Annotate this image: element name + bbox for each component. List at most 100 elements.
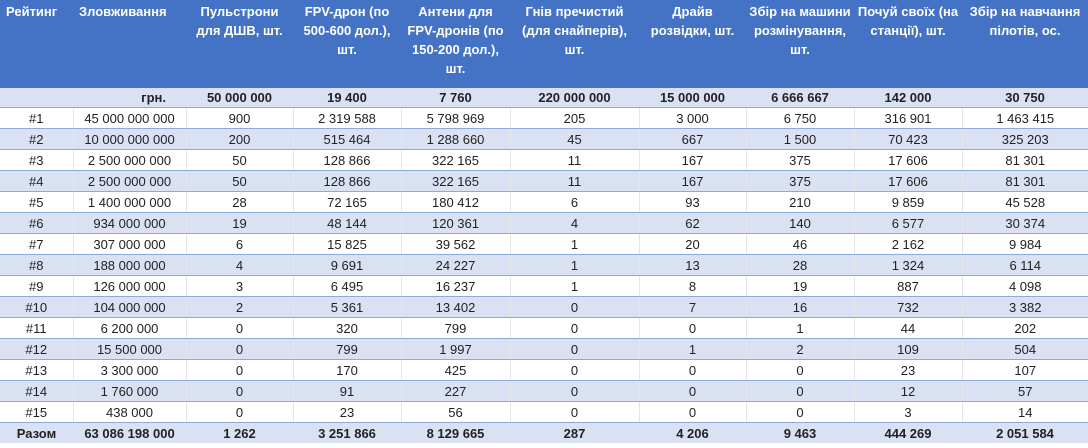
value-cell: 188 000 000 (72, 254, 186, 276)
value-cell: 1 (509, 233, 639, 255)
value-cell: 15 825 (292, 233, 401, 255)
table-row: #3 2 500 000 000 50 128 866 322 165 11 167 375 1… (0, 149, 1088, 171)
value-cell: 126 000 000 (72, 275, 186, 297)
value-cell: 425 (400, 359, 510, 381)
rank-cell: #2 (0, 128, 73, 150)
value-cell: 0 (185, 380, 293, 402)
value-cell: 1 463 415 (961, 107, 1088, 129)
value-cell: 2 319 588 (292, 107, 401, 129)
value-cell: 6 (185, 233, 293, 255)
rank-cell: #7 (0, 233, 73, 255)
value-cell: 12 (853, 380, 962, 402)
value-cell: 0 (638, 317, 746, 339)
column-header: Пульстрони для ДШВ, шт. (186, 0, 293, 88)
value-cell: 3 251 866 (293, 422, 401, 443)
value-cell: 48 144 (292, 212, 401, 234)
rank-cell: #9 (0, 275, 73, 297)
header-row: Рейтинг Зловживання Пульстрони для ДШВ, шт… (0, 0, 1088, 88)
table-row: #13 3 300 000 0 170 425 0 0 0 23 107 (0, 359, 1088, 381)
value-cell: 15 000 000 (639, 88, 746, 108)
value-cell: 107 (961, 359, 1088, 381)
rank-cell: #13 (0, 359, 73, 381)
value-cell: 438 000 (72, 401, 186, 423)
rank-cell: #11 (0, 317, 73, 339)
value-cell: 91 (292, 380, 401, 402)
rank-cell: #5 (0, 191, 73, 213)
table-row: #1 45 000 000 000 900 2 319 588 5 798 969 205… (0, 107, 1088, 129)
value-cell: 142 000 (854, 88, 962, 108)
value-cell: 6 114 (961, 254, 1088, 276)
column-header: Драйв розвідки, шт. (639, 0, 746, 88)
value-cell: 13 (638, 254, 746, 276)
value-cell: 934 000 000 (72, 212, 186, 234)
table-row: #10 104 000 000 2 5 361 13 402 0 7 16 732 3 382 (0, 296, 1088, 318)
value-cell: 180 412 (400, 191, 510, 213)
rank-cell: #8 (0, 254, 73, 276)
table-row: #5 1 400 000 000 28 72 165 180 412 6 93 210 9 85… (0, 191, 1088, 213)
column-header: Збір на навчання пілотів, ос. (962, 0, 1088, 88)
value-cell: 4 206 (639, 422, 746, 443)
value-cell: 2 500 000 000 (72, 149, 186, 171)
value-cell: 2 162 (853, 233, 962, 255)
table-row: #15 438 000 0 23 56 0 0 0 3 14 (0, 401, 1088, 423)
value-cell: 44 (853, 317, 962, 339)
value-cell: 15 500 000 (72, 338, 186, 360)
value-cell: 227 (400, 380, 510, 402)
value-cell: 220 000 000 (510, 88, 639, 108)
value-cell: 9 984 (961, 233, 1088, 255)
value-cell: 1 (638, 338, 746, 360)
value-cell: 322 165 (400, 170, 510, 192)
value-cell: 3 000 (638, 107, 746, 129)
table-row: #4 2 500 000 000 50 128 866 322 165 11 167 375 1… (0, 170, 1088, 192)
value-cell: 0 (185, 338, 293, 360)
column-header: Збір на машини розмінування, шт. (746, 0, 854, 88)
value-cell: 7 (638, 296, 746, 318)
value-cell: 50 000 000 (186, 88, 293, 108)
total-row: Разом 63 086 198 000 1 262 3 251 866 8 129 6… (0, 422, 1088, 443)
value-cell: 30 374 (961, 212, 1088, 234)
value-cell: 732 (853, 296, 962, 318)
value-cell: 4 (185, 254, 293, 276)
value-cell: 320 (292, 317, 401, 339)
value-cell: 6 666 667 (746, 88, 854, 108)
value-cell: 799 (400, 317, 510, 339)
value-cell: 45 528 (961, 191, 1088, 213)
rank-cell: Разом (0, 422, 73, 443)
value-cell: 46 (745, 233, 854, 255)
value-cell: 50 (185, 170, 293, 192)
value-cell: 3 (185, 275, 293, 297)
value-cell: 6 200 000 (72, 317, 186, 339)
value-cell: 799 (292, 338, 401, 360)
value-cell: 0 (509, 401, 639, 423)
value-cell: 0 (638, 380, 746, 402)
value-cell: 23 (292, 401, 401, 423)
table-row: #8 188 000 000 4 9 691 24 227 1 13 28 1 324 6 114 (0, 254, 1088, 276)
value-cell: 2 500 000 000 (72, 170, 186, 192)
value-cell: 128 866 (292, 149, 401, 171)
value-cell: 45 000 000 000 (72, 107, 186, 129)
value-cell: 0 (638, 359, 746, 381)
value-cell: 887 (853, 275, 962, 297)
value-cell: 444 269 (854, 422, 962, 443)
column-header: Антени для FPV-дронів (по 150-200 дол.),… (401, 0, 510, 88)
value-cell: 19 (185, 212, 293, 234)
value-cell: 9 463 (746, 422, 854, 443)
value-cell: 16 237 (400, 275, 510, 297)
value-cell: 93 (638, 191, 746, 213)
value-cell: 24 227 (400, 254, 510, 276)
value-cell: 19 400 (293, 88, 401, 108)
value-cell: 3 300 000 (72, 359, 186, 381)
value-cell: 287 (510, 422, 639, 443)
value-cell: 3 (853, 401, 962, 423)
rank-cell: #1 (0, 107, 73, 129)
value-cell: 81 301 (961, 170, 1088, 192)
value-cell: 0 (509, 296, 639, 318)
value-cell: 8 (638, 275, 746, 297)
rank-cell: #10 (0, 296, 73, 318)
value-cell: 316 901 (853, 107, 962, 129)
value-cell: 56 (400, 401, 510, 423)
value-cell: 1 997 (400, 338, 510, 360)
value-cell: 3 382 (961, 296, 1088, 318)
value-cell: 6 (509, 191, 639, 213)
value-cell: 11 (509, 170, 639, 192)
